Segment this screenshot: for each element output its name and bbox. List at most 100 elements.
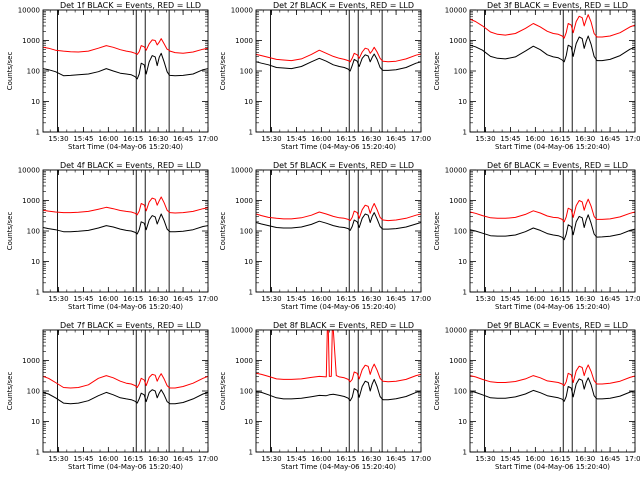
y-tick-label: 100 xyxy=(454,228,467,236)
series-lld-line xyxy=(256,46,421,63)
x-tick-label: 16:45 xyxy=(173,295,193,303)
x-tick-label: 16:15 xyxy=(123,135,143,143)
y-tick-label: 1 xyxy=(249,449,253,457)
x-tick-label: 16:30 xyxy=(575,455,595,463)
x-tick-label: 17:00 xyxy=(625,135,640,143)
y-axis-label: Counts/sec xyxy=(433,212,441,251)
y-tick-label: 10000 xyxy=(18,7,40,15)
series-group xyxy=(470,198,635,241)
chart-title: Det 7f BLACK = Events, RED = LLD xyxy=(60,321,201,330)
x-tick-label: 17:00 xyxy=(625,455,640,463)
y-tick-label: 1000 xyxy=(235,37,253,45)
y-tick-label: 10000 xyxy=(231,7,253,15)
chart-panel-3: Det 3f BLACK = Events, RED = LLD 1 10 100 10… xyxy=(433,1,640,151)
x-tick-label: 16:30 xyxy=(361,295,381,303)
x-tick-label: 15:45 xyxy=(500,455,520,463)
y-tick-label: 10 xyxy=(31,418,40,426)
series-lld-line xyxy=(43,38,208,55)
series-lld-line xyxy=(256,203,421,222)
y-tick-label: 10 xyxy=(458,258,467,266)
y-tick-label: 1000 xyxy=(449,197,467,205)
x-tick-label: 15:30 xyxy=(261,455,281,463)
x-tick-label: 16:15 xyxy=(336,135,356,143)
series-lld-line xyxy=(470,14,635,39)
x-tick-label: 15:45 xyxy=(500,135,520,143)
y-tick-label: 100 xyxy=(240,388,253,396)
series-group xyxy=(43,196,208,235)
y-tick-label: 1 xyxy=(463,289,467,297)
x-tick-label: 17:00 xyxy=(625,295,640,303)
plot-frame xyxy=(42,329,209,453)
y-axis-label: Counts/sec xyxy=(219,52,227,91)
chart-panel-5: Det 5f BLACK = Events, RED = LLD 1 10 100 10… xyxy=(219,161,431,311)
y-tick-label: 100 xyxy=(454,388,467,396)
chart-title: Det 6f BLACK = Events, RED = LLD xyxy=(487,161,628,170)
series-lld-line xyxy=(43,373,208,389)
plot-frame xyxy=(469,329,636,453)
x-tick-label: 16:00 xyxy=(98,295,118,303)
x-tick-label: 15:30 xyxy=(475,135,495,143)
plot-frame xyxy=(42,169,209,293)
y-tick-label: 100 xyxy=(27,228,40,236)
chart-panel-9: Det 9f BLACK = Events, RED = LLD 1 10 100 10… xyxy=(433,321,640,471)
chart-panel-8: Det 8f BLACK = Events, RED = LLD 1 10 100 10… xyxy=(219,321,431,471)
x-tick-label: 15:45 xyxy=(286,135,306,143)
x-tick-label: 16:00 xyxy=(311,295,331,303)
series-group xyxy=(256,203,421,231)
y-tick-label: 10000 xyxy=(231,167,253,175)
x-tick-label: 16:00 xyxy=(525,455,545,463)
y-tick-label: 1 xyxy=(36,289,40,297)
x-tick-label: 16:45 xyxy=(386,295,406,303)
x-tick-label: 16:15 xyxy=(336,455,356,463)
chart-panel-6: Det 6f BLACK = Events, RED = LLD 1 10 100 10… xyxy=(433,161,640,311)
series-group xyxy=(43,38,208,80)
y-tick-label: 10 xyxy=(244,98,253,106)
x-tick-label: 16:45 xyxy=(386,135,406,143)
y-tick-label: 1000 xyxy=(22,197,40,205)
x-axis-label: Start Time (04-May-06 15:20:40) xyxy=(68,463,183,471)
x-tick-label: 16:45 xyxy=(173,135,193,143)
chart-panel-2: Det 2f BLACK = Events, RED = LLD 1 10 100 10… xyxy=(219,1,431,151)
series-events-line xyxy=(256,378,421,402)
x-tick-label: 16:15 xyxy=(336,295,356,303)
plot-frame xyxy=(255,9,422,133)
plot-frame xyxy=(42,9,209,133)
y-tick-label: 10000 xyxy=(18,167,40,175)
y-tick-label: 10 xyxy=(458,98,467,106)
series-events-line xyxy=(256,212,421,231)
series-events-line xyxy=(470,377,635,402)
x-axis-label: Start Time (04-May-06 15:20:40) xyxy=(281,463,396,471)
y-axis-label: Counts/sec xyxy=(433,52,441,91)
x-tick-label: 15:45 xyxy=(500,295,520,303)
y-axis-label: Counts/sec xyxy=(433,372,441,411)
y-tick-label: 10 xyxy=(244,258,253,266)
x-axis-label: Start Time (04-May-06 15:20:40) xyxy=(495,463,610,471)
series-group xyxy=(256,330,421,402)
x-tick-label: 16:15 xyxy=(550,295,570,303)
y-tick-label: 10000 xyxy=(445,327,467,335)
y-tick-label: 100 xyxy=(27,388,40,396)
chart-title: Det 3f BLACK = Events, RED = LLD xyxy=(487,1,628,10)
y-axis-label: Counts/sec xyxy=(6,52,14,91)
x-axis-label: Start Time (04-May-06 15:20:40) xyxy=(68,303,183,311)
y-tick-label: 1 xyxy=(463,129,467,137)
y-tick-label: 10 xyxy=(31,98,40,106)
x-axis-label: Start Time (04-May-06 15:20:40) xyxy=(281,303,396,311)
x-tick-label: 15:30 xyxy=(475,295,495,303)
plot-frame xyxy=(255,329,422,453)
y-tick-label: 1 xyxy=(36,449,40,457)
x-tick-label: 16:45 xyxy=(600,455,620,463)
chart-panel-1: Det 1f BLACK = Events, RED = LLD 1 10 100 10… xyxy=(6,1,218,151)
y-tick-label: 10 xyxy=(244,418,253,426)
x-tick-label: 16:45 xyxy=(600,295,620,303)
plot-frame xyxy=(255,169,422,293)
x-tick-label: 16:15 xyxy=(123,295,143,303)
y-tick-label: 1000 xyxy=(22,37,40,45)
series-group xyxy=(43,373,208,405)
y-tick-label: 1 xyxy=(463,449,467,457)
y-tick-label: 10 xyxy=(31,258,40,266)
series-lld-line xyxy=(470,364,635,387)
x-axis-label: Start Time (04-May-06 15:20:40) xyxy=(68,143,183,151)
